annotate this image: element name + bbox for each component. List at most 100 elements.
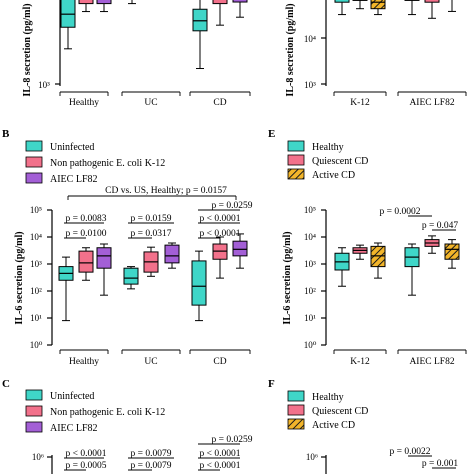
panel-label: F [268, 378, 275, 390]
box-mark [128, 0, 136, 5]
box-body [123, 267, 139, 285]
y-axis-label: IL-6 secretion (pg/ml) [282, 231, 293, 324]
panel-label: E [268, 128, 275, 140]
tick-label: 10⁵ [304, 205, 316, 215]
tick-label: 10⁶ [306, 452, 318, 462]
legend-label: Quiescent CD [312, 406, 368, 417]
box-body [370, 245, 386, 268]
tick-label: 10⁰ [30, 340, 43, 350]
panel-top-right: 10⁴ 10³ IL-8 secretion (pg/ml) K-12 AIEC… [285, 0, 467, 108]
group-label: AIEC LF82 [409, 357, 454, 367]
annotation: p = 0.0083 [66, 214, 107, 224]
tick-label: 10³ [38, 80, 50, 90]
legend-label: Uninfected [50, 142, 94, 153]
box-mark [448, 0, 456, 12]
group-label: AIEC LF82 [409, 98, 454, 108]
panel-top-left: 10³ IL-8 secretion (pg/ml) Healthy UC CD [22, 0, 251, 108]
legend-swatch-lf82 [25, 421, 43, 433]
legend-swatch-active [287, 418, 305, 430]
y-axis-label: IL-8 secretion (pg/ml) [285, 3, 296, 96]
annotation: p = 0.0079 [131, 461, 172, 471]
legend-swatch-active [287, 168, 305, 180]
tick-label: 10⁰ [304, 340, 317, 350]
box-mark [334, 247, 350, 287]
tick-label: 10³ [30, 259, 42, 269]
box-body [78, 250, 94, 273]
panel-F: F Healthy Quiescent CD Active CD 10⁶ p =… [268, 378, 458, 474]
group-label: UC [144, 98, 157, 108]
box-mark [404, 243, 420, 296]
legend-swatch-quiescent [287, 154, 305, 166]
box-mark [444, 239, 460, 269]
annotation: p = 0.047 [422, 221, 458, 231]
annotation: p < 0.0001 [200, 229, 241, 239]
box-body [96, 247, 112, 269]
box-mark [212, 0, 228, 26]
group-label: CD [213, 357, 226, 367]
box-mark [123, 266, 139, 290]
legend-label: Active CD [312, 170, 355, 181]
panel-B: B Uninfected Non pathogenic E. coli K-12… [2, 128, 253, 367]
group-label: K-12 [350, 357, 370, 367]
group-label: Healthy [69, 357, 99, 367]
box-mark [352, 0, 368, 10]
tick-label: 10⁵ [30, 205, 42, 215]
box-mark [424, 235, 440, 254]
legend-label: AIEC LF82 [50, 174, 98, 185]
tick-label: 10⁶ [32, 452, 44, 462]
legend-label: Healthy [312, 392, 344, 403]
group-label: CD [213, 98, 226, 108]
box-mark [60, 0, 76, 50]
y-axis-label: IL-6 secretion (pg/ml) [14, 231, 25, 324]
box-mark [404, 0, 420, 16]
box-mark [143, 246, 159, 277]
legend-label: Active CD [312, 420, 355, 431]
legend-swatch-k12 [25, 405, 43, 417]
annotation: p = 0.0159 [131, 214, 172, 224]
box-mark [334, 0, 350, 16]
y-axis-label: IL-8 secretion (pg/ml) [22, 3, 33, 96]
legend-swatch-uninfected [25, 140, 43, 152]
box-body [424, 0, 440, 3]
annotation: p = 0.0002 [380, 207, 421, 217]
legend-label: AIEC LF82 [50, 423, 98, 434]
legend-label: Non pathogenic E. coli K-12 [50, 158, 165, 169]
box-mark [232, 233, 248, 269]
tick-label: 10¹ [30, 313, 42, 323]
box-mark [78, 0, 94, 13]
annotation: p < 0.0001 [66, 449, 107, 459]
annotation: p = 0.0259 [212, 435, 253, 445]
box-mark [164, 242, 180, 269]
box-body [212, 0, 228, 5]
box-body [96, 0, 112, 5]
box-mark [212, 236, 228, 279]
legend-swatch-healthy [287, 140, 305, 152]
annotation: p = 0.0005 [66, 461, 107, 471]
group-label: UC [144, 357, 157, 367]
annotation: p < 0.0001 [200, 449, 241, 459]
annotation: p = 0.0022 [390, 447, 431, 457]
tick-label: 10³ [304, 259, 316, 269]
legend-swatch-healthy [287, 390, 305, 402]
box-mark [191, 250, 207, 322]
legend-swatch-lf82 [25, 172, 43, 184]
legend-label: Quiescent CD [312, 156, 368, 167]
box-mark [370, 242, 386, 279]
legend-label: Uninfected [50, 391, 94, 402]
box-mark [192, 0, 208, 70]
panel-E: E Healthy Quiescent CD Active CD 10⁰ 10¹ 1… [268, 128, 467, 367]
annotation: p = 0.0079 [131, 449, 172, 459]
box-body [444, 243, 460, 260]
box-mark [58, 256, 74, 322]
group-label: K-12 [350, 98, 370, 108]
box-body [232, 0, 248, 3]
box-mark [370, 0, 386, 16]
panel-label: B [2, 128, 10, 140]
legend-label: Non pathogenic E. coli K-12 [50, 407, 165, 418]
box-body [370, 0, 386, 10]
annotation: p < 0.0001 [200, 461, 241, 471]
tick-label: 10³ [304, 80, 316, 90]
tick-label: 10⁴ [304, 232, 316, 242]
box-body [191, 260, 207, 306]
